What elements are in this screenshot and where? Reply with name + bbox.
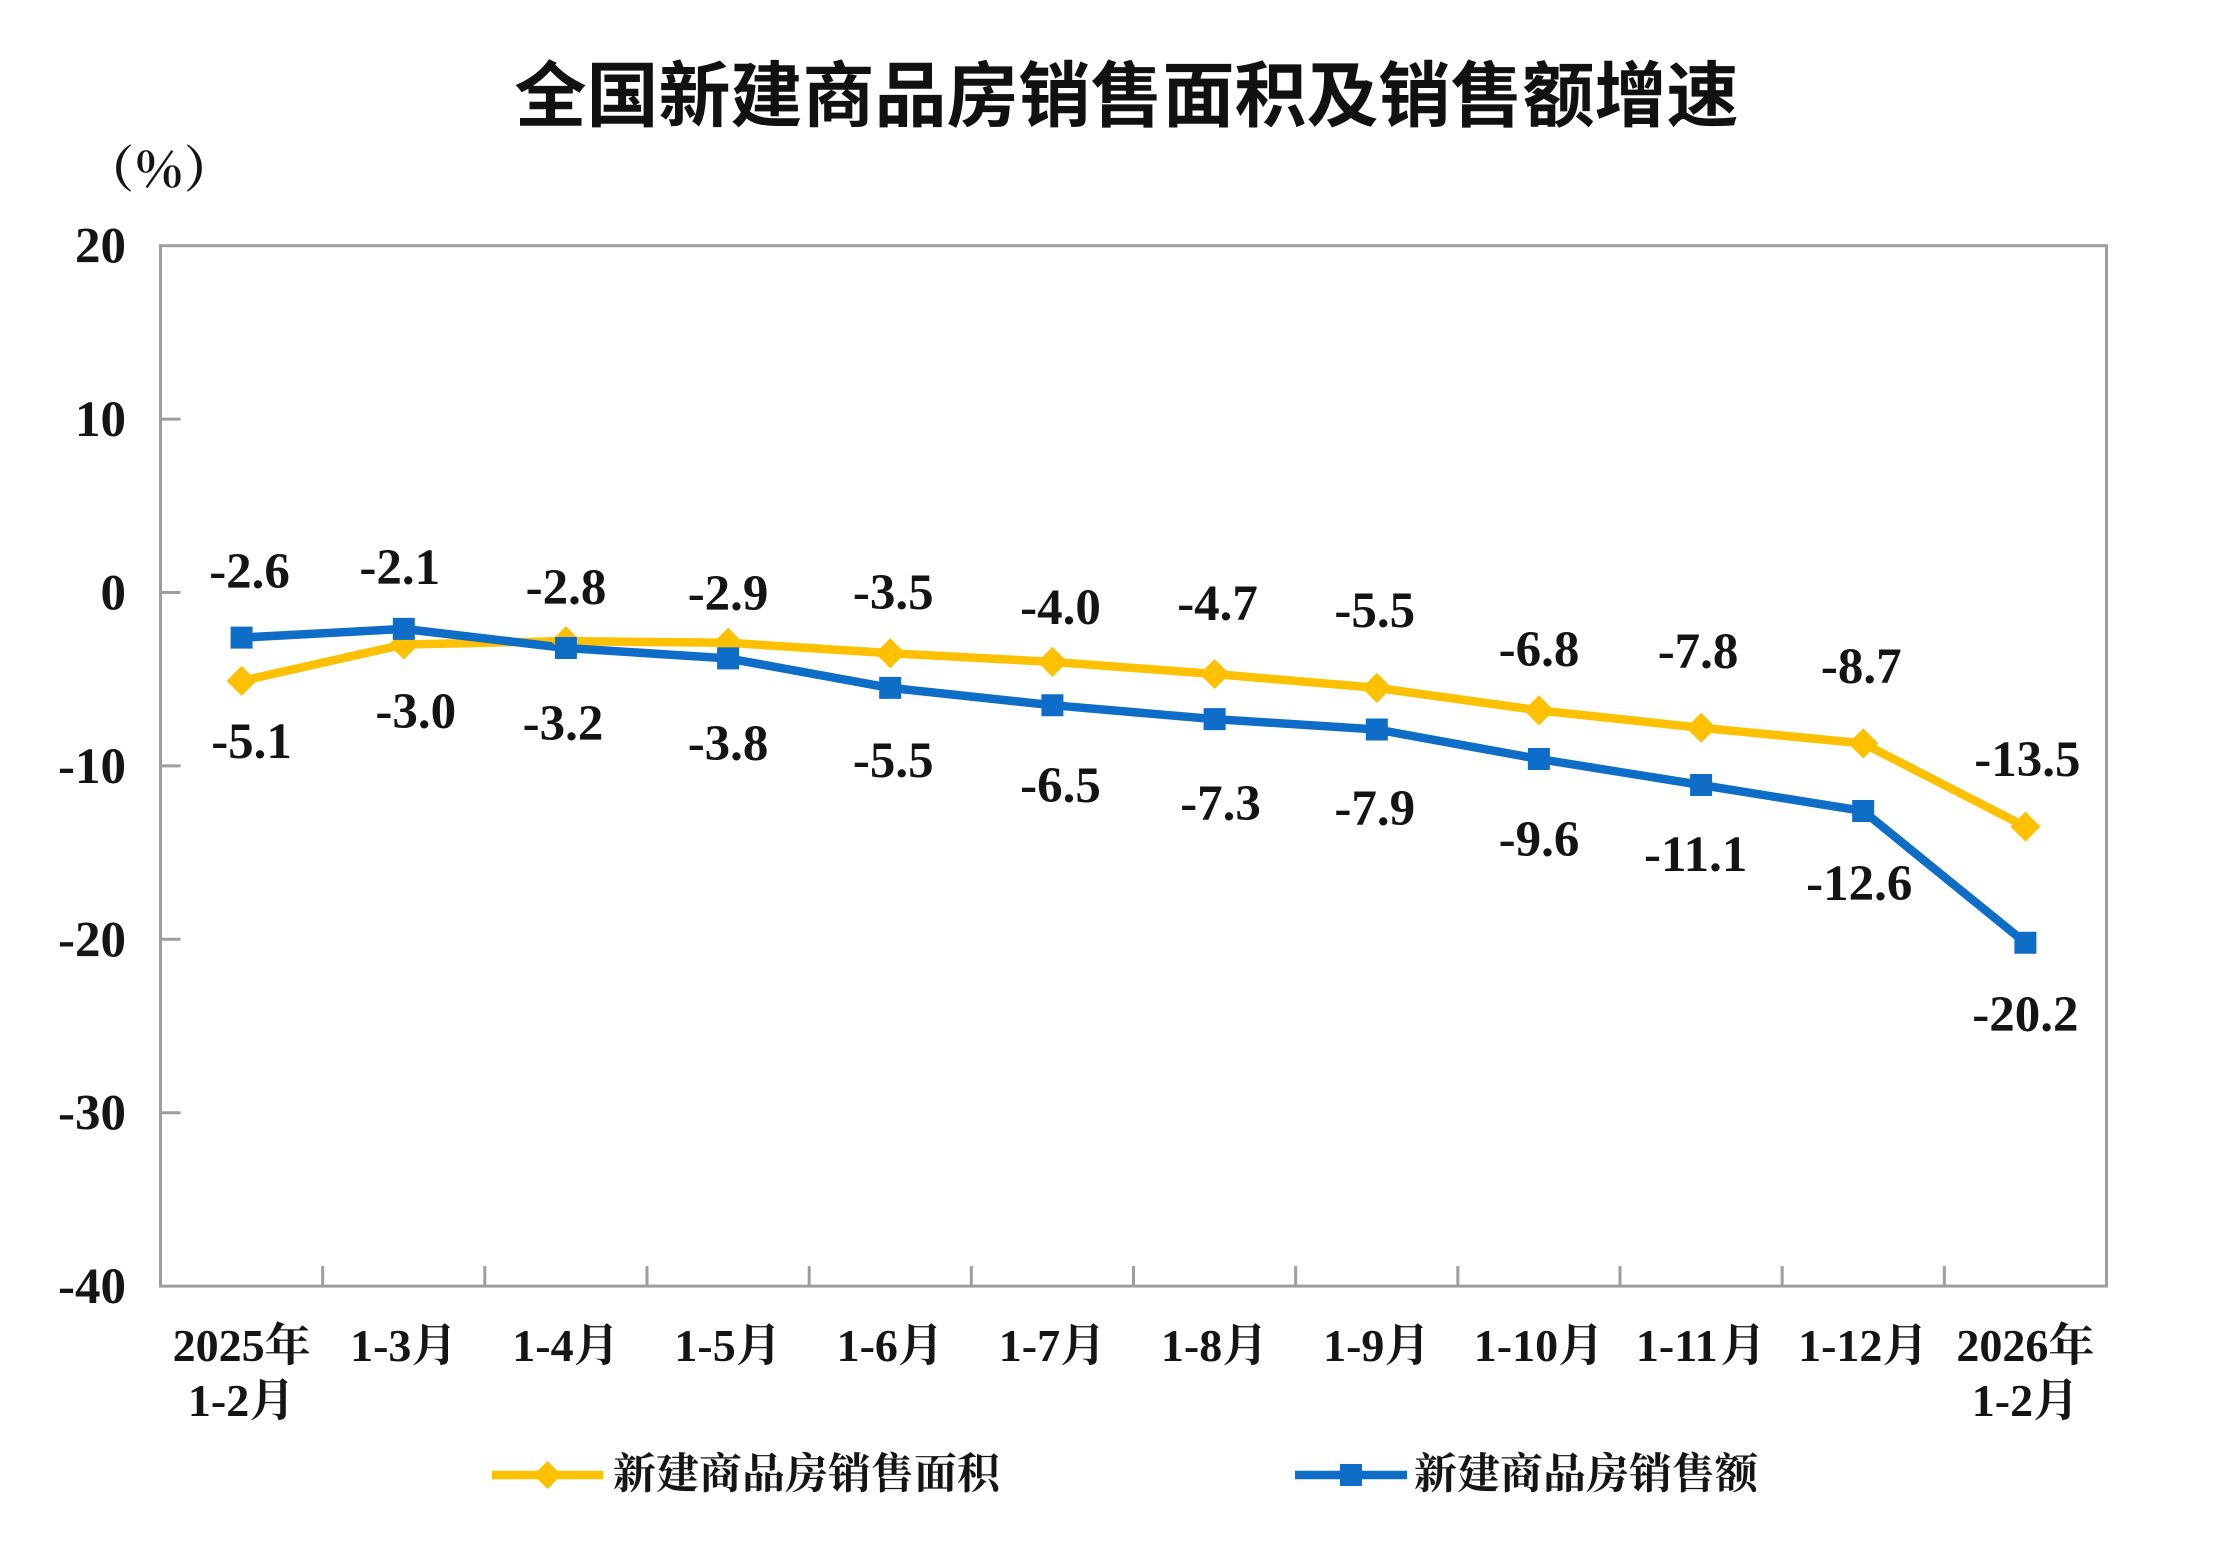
svg-text:-13.5: -13.5 <box>1974 732 2080 788</box>
svg-text:-7.9: -7.9 <box>1334 781 1415 837</box>
svg-text:1-5: 1-5 <box>674 1320 735 1371</box>
svg-text:-6.5: -6.5 <box>1020 758 1101 814</box>
svg-text:1-12: 1-12 <box>1798 1320 1882 1371</box>
svg-text:-20.2: -20.2 <box>1972 987 2078 1043</box>
svg-text:1-2: 1-2 <box>1972 1375 2033 1426</box>
svg-text:1-9: 1-9 <box>1323 1320 1384 1371</box>
svg-text:-7.3: -7.3 <box>1180 776 1261 832</box>
svg-text:-3.5: -3.5 <box>853 565 934 621</box>
svg-text:-9.6: -9.6 <box>1499 812 1580 868</box>
svg-text:2026: 2026 <box>1956 1320 2048 1371</box>
svg-text:-10: -10 <box>58 739 126 795</box>
svg-text:-4.7: -4.7 <box>1177 576 1258 632</box>
svg-text:1-4: 1-4 <box>512 1320 573 1371</box>
svg-text:1-11: 1-11 <box>1636 1320 1718 1371</box>
svg-text:1-2: 1-2 <box>188 1375 249 1426</box>
svg-text:-12.6: -12.6 <box>1806 856 1912 912</box>
svg-text:-11.1: -11.1 <box>1644 827 1747 883</box>
svg-text:-2.1: -2.1 <box>359 540 440 596</box>
svg-text:-5.1: -5.1 <box>211 714 292 770</box>
svg-text:1-3: 1-3 <box>350 1320 411 1371</box>
svg-text:0: 0 <box>101 566 127 622</box>
svg-text:-8.7: -8.7 <box>1821 639 1902 695</box>
svg-text:-3.0: -3.0 <box>375 684 456 740</box>
svg-text:2025: 2025 <box>173 1320 265 1371</box>
svg-text:-7.8: -7.8 <box>1658 624 1739 680</box>
svg-text:10: 10 <box>75 392 126 448</box>
svg-text:-20: -20 <box>58 912 126 968</box>
svg-text:-4.0: -4.0 <box>1020 580 1101 636</box>
svg-text:1-8: 1-8 <box>1161 1320 1222 1371</box>
svg-text:-2.6: -2.6 <box>209 544 290 600</box>
svg-text:-5.5: -5.5 <box>853 733 934 789</box>
svg-text:1-10: 1-10 <box>1474 1320 1558 1371</box>
svg-text:-30: -30 <box>58 1086 126 1142</box>
svg-text:-3.2: -3.2 <box>523 696 604 752</box>
svg-text:-2.9: -2.9 <box>688 566 769 622</box>
svg-text:-2.8: -2.8 <box>526 560 607 616</box>
svg-text:-6.8: -6.8 <box>1499 622 1580 678</box>
svg-text:1-7: 1-7 <box>999 1320 1060 1371</box>
svg-text:20: 20 <box>75 219 126 275</box>
svg-text:-3.8: -3.8 <box>688 716 769 772</box>
svg-text:-40: -40 <box>58 1259 126 1315</box>
svg-text:1-6: 1-6 <box>837 1320 898 1371</box>
svg-text:-5.5: -5.5 <box>1334 583 1415 639</box>
